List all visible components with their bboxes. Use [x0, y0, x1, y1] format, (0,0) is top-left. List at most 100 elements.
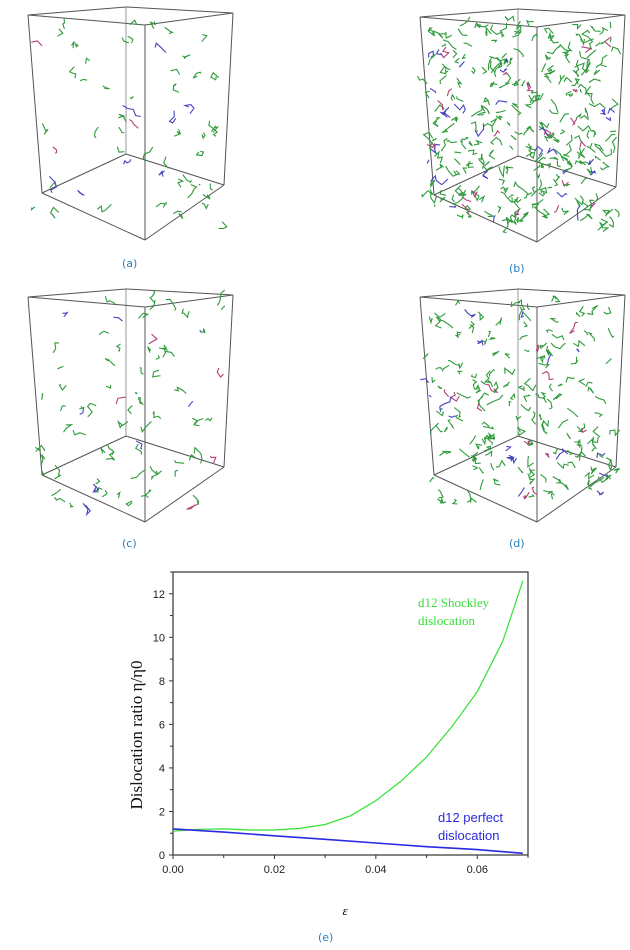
dislocation-segment	[216, 367, 224, 378]
dislocation-segment	[515, 213, 529, 224]
dislocation-segment	[489, 337, 496, 340]
dislocation-segment	[485, 370, 491, 380]
dislocation-segment	[517, 299, 526, 311]
dislocation-segment	[506, 62, 512, 68]
dislocation-segment	[533, 164, 541, 171]
dislocation-segment	[149, 299, 156, 311]
dislocation-segment	[572, 88, 579, 93]
x-tick-label: 0.02	[264, 864, 285, 876]
dislocation-segment	[174, 459, 185, 464]
dislocation-segment	[538, 362, 550, 369]
dislocation-segment	[525, 19, 534, 27]
dislocation-segment	[433, 204, 436, 207]
dislocation-segment	[158, 347, 167, 354]
box-edge	[615, 14, 626, 188]
dislocation-segment	[583, 330, 589, 336]
dislocation-segment	[552, 476, 562, 484]
box-edge	[536, 14, 626, 28]
dislocation-segment	[506, 121, 511, 126]
dislocation-segment	[429, 422, 439, 434]
dislocation-segment	[187, 184, 198, 199]
dislocation-segment	[482, 425, 495, 430]
box-edge	[125, 153, 225, 186]
dislocation-segment	[547, 186, 553, 189]
dislocation-segment	[590, 170, 597, 176]
dislocation-segment	[553, 178, 559, 187]
dislocation-segment	[588, 199, 595, 212]
dislocation-segment	[454, 184, 466, 196]
dislocation-segment	[534, 145, 544, 157]
dislocation-segment	[546, 64, 554, 71]
dislocation-segment	[584, 471, 595, 480]
dislocation-segment	[543, 69, 556, 78]
dislocation-segment	[490, 62, 501, 74]
dislocation-segment	[553, 393, 563, 401]
dislocation-segment	[556, 482, 569, 491]
dislocation-segment	[571, 78, 580, 86]
dislocation-segment	[182, 104, 195, 115]
dislocation-segment	[435, 367, 443, 371]
dislocation-segment	[96, 203, 112, 213]
dislocation-segment	[609, 429, 621, 437]
dislocation-segment	[435, 425, 443, 433]
dislocation-segment	[545, 329, 553, 333]
dislocation-segment	[122, 104, 141, 118]
dislocation-segment	[182, 54, 191, 59]
dislocation-segment	[581, 46, 593, 54]
box-edge	[419, 296, 435, 476]
dislocation-segment	[123, 158, 132, 165]
dislocation-segment	[526, 303, 530, 311]
simulation-box-b	[416, 8, 626, 243]
dislocation-segment	[509, 392, 516, 400]
dislocation-segment	[562, 156, 573, 167]
dislocation-segment	[49, 206, 60, 219]
dislocation-segment	[492, 478, 501, 486]
x-tick-label: 0.00	[162, 864, 183, 876]
dislocation-segment	[539, 186, 548, 194]
dislocation-segment	[508, 194, 514, 199]
box-edge	[223, 294, 234, 468]
dislocation-segment	[469, 323, 475, 334]
dislocation-segment	[437, 100, 444, 111]
dislocation-segment	[467, 164, 474, 168]
dislocation-segment	[453, 158, 461, 166]
dislocation-segment	[140, 421, 152, 434]
dislocation-segment	[492, 215, 496, 223]
dislocation-segment	[106, 443, 115, 456]
dislocation-segment	[192, 71, 202, 79]
dislocation-segment	[487, 433, 495, 445]
dislocation-segment	[576, 205, 581, 221]
dislocation-segment	[600, 64, 607, 68]
dislocation-segment	[218, 221, 228, 230]
dislocation-segment	[92, 483, 100, 494]
dislocation-segment	[426, 159, 430, 164]
dislocation-segment	[432, 117, 441, 127]
dislocation-segment	[580, 114, 589, 121]
dislocation-segment	[576, 151, 586, 159]
dislocation-segment	[514, 131, 523, 135]
dislocation-segment	[116, 146, 125, 153]
dislocation-segment	[529, 152, 536, 160]
dislocation-segment	[545, 162, 552, 169]
dislocation-segment	[579, 88, 583, 93]
dislocation-segment	[134, 443, 143, 455]
dislocation-segment	[502, 165, 505, 178]
dislocation-segment	[545, 349, 552, 365]
dislocation-segment	[477, 311, 485, 321]
dislocation-segment	[581, 428, 587, 434]
dislocation-segment	[513, 196, 520, 209]
y-tick-label: 0	[159, 850, 165, 862]
dislocation-segment	[181, 308, 190, 319]
dislocation-segment	[605, 457, 613, 466]
dislocation-segment	[440, 138, 448, 152]
dislocation-segment	[199, 329, 202, 333]
dislocation-segment	[121, 37, 130, 44]
dislocation-segment	[441, 63, 449, 74]
dislocation-segment	[453, 407, 461, 419]
dislocation-segment	[148, 333, 158, 345]
dislocation-segment	[461, 53, 466, 60]
dislocation-segment	[570, 117, 578, 126]
dislocation-segment	[195, 150, 205, 157]
dislocation-segment	[579, 213, 593, 222]
dislocation-segment	[587, 331, 596, 342]
